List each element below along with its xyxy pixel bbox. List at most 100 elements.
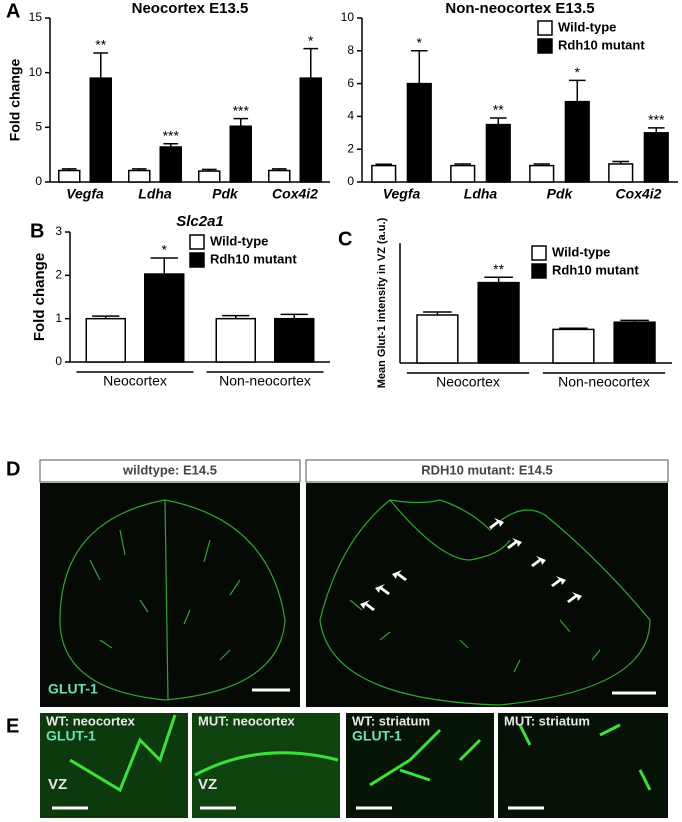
x-tick-label: Pdk [212,186,239,202]
bar [299,77,322,183]
y-tick-label: 3 [55,224,62,238]
significance: * [162,242,168,258]
legend-swatch [531,245,547,261]
panel-header: RDH10 mutant: E14.5 [421,462,552,477]
zone-label: VZ [48,776,67,793]
panel-letter: D [6,458,20,480]
image-label: WT: striatum [352,713,430,728]
significance: * [417,35,423,51]
y-axis-label: Fold change [31,253,48,341]
micrograph [40,713,188,818]
bar [215,317,256,363]
y-tick-label: 2 [347,141,354,155]
bar [564,100,590,183]
chart-title: Neocortex E13.5 [132,0,249,17]
stain-label: GLUT-1 [48,681,98,697]
significance: *** [648,112,665,128]
y-tick-label: 0 [55,354,62,368]
panel-letter: C [338,228,352,250]
x-tick-label: Cox4i2 [616,186,662,202]
significance: ** [95,37,106,53]
bar [552,328,595,364]
panel-letter: E [6,715,19,737]
legend-swatch [537,38,553,54]
significance: ** [493,102,504,118]
bar [643,132,669,183]
vessels [69,714,652,793]
bar [85,317,126,363]
bar [268,169,291,183]
legend-label: Rdh10 mutant [552,262,639,277]
legend-swatch [537,20,553,36]
bar [89,77,112,183]
bar [274,317,315,363]
y-tick-label: 8 [347,43,354,57]
y-tick-label: 5 [35,120,42,134]
bar [608,163,634,183]
stain-label: GLUT-1 [46,728,96,744]
bar [58,169,81,183]
bar [159,146,182,183]
bar [371,164,397,183]
image-label: MUT: striatum [504,713,590,728]
significance: ** [493,261,504,277]
y-tick-label: 0 [35,174,42,188]
vessels [59,499,651,706]
legend-label: Wild-type [558,19,616,34]
image-label: MUT: neocortex [198,713,296,728]
legend-swatch [189,234,205,250]
significance: *** [163,127,180,143]
bar [416,314,459,364]
bar [144,273,185,363]
bar [198,170,221,183]
significance: * [575,64,581,80]
x-tick-label: Vegfa [66,186,104,202]
legend-label: Rdh10 mutant [210,251,297,266]
y-tick-label: 0 [347,174,354,188]
legend-label: Rdh10 mutant [558,37,645,52]
significance: *** [233,102,250,118]
bar [229,125,252,183]
chart-title: Slc2a1 [176,213,224,230]
x-tick-label: Non-neocortex [558,374,650,390]
x-tick-label: Neocortex [436,374,500,390]
bar [529,164,555,183]
x-tick-label: Vegfa [383,186,421,202]
panel-header: wildtype: E14.5 [122,462,217,477]
image-label: WT: neocortex [46,713,136,728]
bar [613,321,656,364]
y-tick-label: 4 [347,109,354,123]
x-tick-label: Cox4i2 [272,186,318,202]
y-axis-label: Fold change [7,59,23,142]
y-tick-label: 1 [55,311,62,325]
bar [128,169,151,183]
y-tick-label: 2 [55,268,62,282]
y-axis-label: Mean Glut-1 intensity in VZ (a.u.) [376,217,388,388]
zone-label: VZ [198,776,217,793]
significance: * [308,32,314,48]
header-box [305,459,669,483]
arrows [360,518,582,611]
legend-label: Wild-type [552,244,610,259]
legend-swatch [531,263,547,279]
micrograph [346,713,494,818]
y-tick-label: 15 [29,10,43,24]
legend-label: Wild-type [210,233,268,248]
x-tick-label: Ldha [464,186,498,202]
x-tick-label: Neocortex [103,373,167,389]
x-tick-label: Ldha [138,186,172,202]
micrograph [306,483,668,707]
y-tick-label: 6 [347,76,354,90]
chart-title: Non-neocortex E13.5 [445,0,594,17]
y-tick-label: 10 [29,65,43,79]
legend-swatch [189,252,205,268]
bar [485,123,511,183]
x-tick-label: Pdk [547,186,574,202]
stain-label: GLUT-1 [352,728,402,744]
micrograph [40,483,300,707]
bar [406,82,432,183]
bar [450,164,476,183]
bar [477,281,520,364]
micrograph [498,713,668,818]
panel-letter: B [30,220,44,242]
